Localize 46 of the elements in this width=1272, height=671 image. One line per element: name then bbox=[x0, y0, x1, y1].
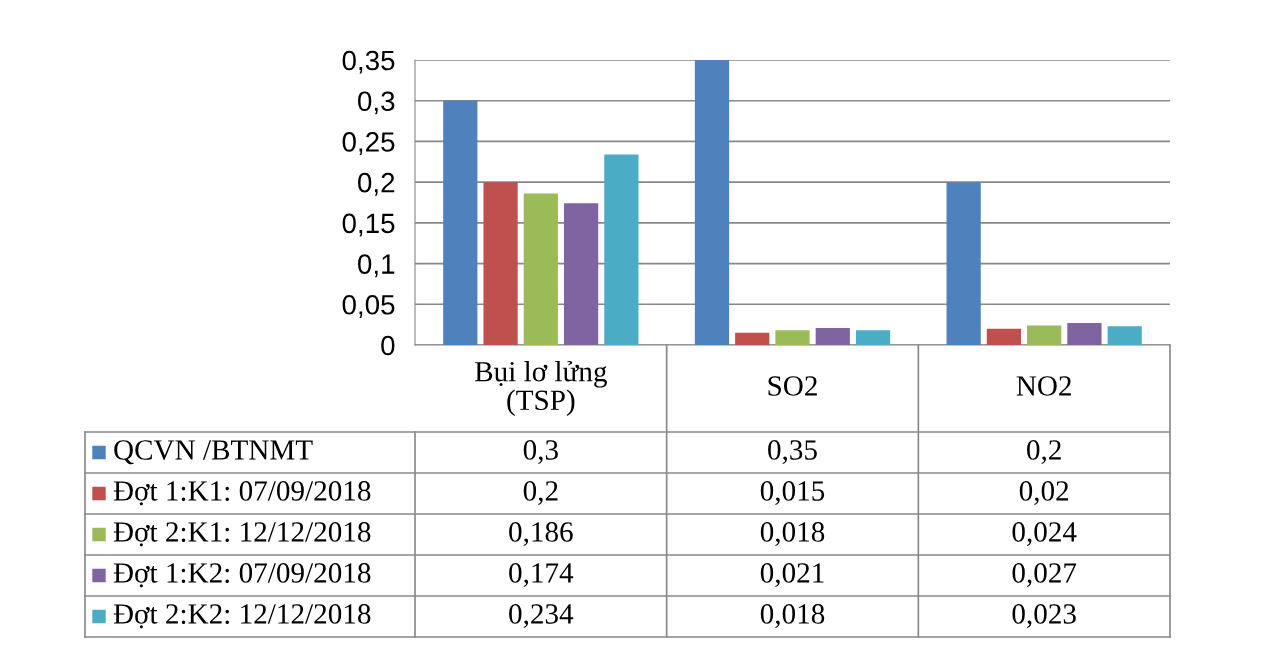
legend-label: Đợt 2:K1: 12/12/2018 bbox=[113, 522, 371, 547]
bar bbox=[815, 327, 850, 345]
bar bbox=[563, 203, 599, 345]
data-label: 0,186 bbox=[509, 522, 573, 546]
data-label: 0,234 bbox=[509, 604, 574, 628]
data-label: 0,2 bbox=[523, 481, 558, 505]
data-label: 0,018 bbox=[760, 522, 825, 546]
bar bbox=[855, 330, 891, 345]
data-label: 0,2 bbox=[1027, 440, 1061, 464]
bar bbox=[775, 330, 810, 345]
bar bbox=[986, 328, 1022, 345]
data-label: 0,021 bbox=[760, 563, 824, 587]
x-tick-label: NO2 bbox=[1016, 376, 1071, 396]
data-label: 0,027 bbox=[1012, 563, 1077, 587]
y-tick-label: 0,15 bbox=[342, 213, 395, 237]
data-label: 0,015 bbox=[760, 481, 825, 505]
bar bbox=[443, 100, 478, 345]
bar bbox=[1027, 325, 1062, 345]
y-tick-label: 0 bbox=[381, 335, 395, 356]
bar bbox=[604, 154, 639, 345]
data-label: 0,024 bbox=[1012, 522, 1077, 546]
y-tick-label: 0,05 bbox=[342, 294, 395, 318]
data-label: 0,023 bbox=[1012, 604, 1076, 628]
x-tick-label: Bụi lơ lửng (TSP) bbox=[475, 361, 607, 416]
legend-label: Đợt 2:K2: 12/12/2018 bbox=[113, 604, 371, 629]
legend-label: Đợt 1:K2: 07/09/2018 bbox=[113, 563, 371, 588]
y-tick-label: 0,2 bbox=[358, 172, 395, 196]
legend-label: QCVN /BTNMT bbox=[114, 440, 313, 465]
y-tick-label: 0,35 bbox=[342, 50, 395, 74]
x-tick-label: SO2 bbox=[768, 376, 817, 396]
bar bbox=[694, 60, 730, 345]
data-label: 0,3 bbox=[523, 440, 558, 464]
y-tick-label: 0,1 bbox=[358, 254, 395, 278]
data-label: 0,35 bbox=[768, 440, 817, 464]
legend-label: Đợt 1:K1: 07/09/2018 bbox=[113, 481, 371, 506]
bar bbox=[1107, 326, 1142, 345]
data-label: 0,174 bbox=[509, 563, 574, 587]
bar bbox=[523, 193, 558, 345]
y-tick-label: 0,25 bbox=[342, 132, 395, 156]
y-tick-label: 0,3 bbox=[358, 91, 395, 115]
bar bbox=[1067, 323, 1102, 345]
bar bbox=[946, 182, 981, 345]
data-label: 0,018 bbox=[760, 604, 825, 628]
bar bbox=[735, 332, 770, 345]
bar bbox=[483, 182, 518, 345]
data-label: 0,02 bbox=[1019, 481, 1069, 505]
